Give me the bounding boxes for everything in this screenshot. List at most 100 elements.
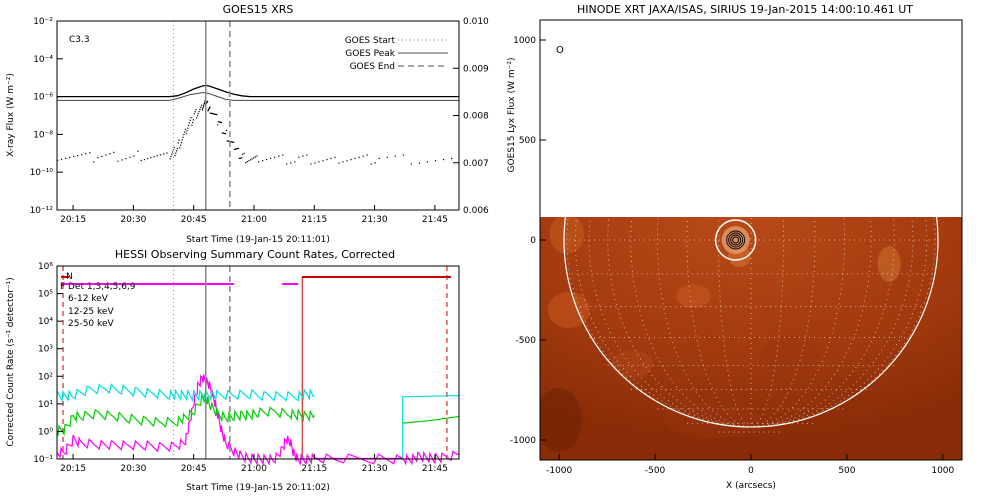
goes-dot-point [183,134,185,136]
hessi-y-tick-label: 10⁴ [38,317,53,327]
hessi-x-tick-label: 21:45 [422,464,448,474]
goes-dot-point [286,163,288,165]
hessi-legend: Det 1,3,4,5,6,9 6-12 keV 12-25 keV 25-50… [68,282,136,329]
goes-dot-point [248,160,250,162]
goes-dot-point [113,151,115,153]
hessi-flag-f: F [60,282,65,292]
legend-detectors: Det 1,3,4,5,6,9 [68,282,136,292]
xrt-y-axis: -1000 -500 0 500 1000 [510,36,546,446]
goes-dot-point [251,158,253,160]
goes-dot-point [342,161,344,163]
goes-dot-point [235,148,237,150]
hessi-x-tick-label: 21:30 [362,464,388,474]
xrt-texture-blob [825,376,888,424]
goes-dot-point [254,156,256,158]
goes-dot-point [182,136,184,138]
goes-dot-point [234,148,236,150]
goes-x-tick-label: 20:45 [181,215,207,225]
goes-x-tick-label: 21:30 [362,215,388,225]
goes-dot-point [245,161,247,164]
goes-dot-point [225,129,228,132]
goes-dot-point [228,140,230,142]
goes-dot-point [61,158,63,160]
goes-y2-axis: 0.006 0.007 0.008 0.009 0.010 [453,17,489,216]
goes-dot-point [223,132,225,134]
goes-dot-point [192,121,194,124]
goes-dot-point [174,154,176,157]
goes-dot-point [194,111,196,113]
goes-dot-point [187,127,189,129]
goes-dot-point [262,160,264,162]
goes-dot-point [218,121,220,123]
xrt-x-tick-label: 0 [748,466,754,476]
xrt-x-tick-label: 500 [838,466,855,476]
goes-dot-point [73,155,75,158]
goes-dot-point [386,156,388,158]
hessi-flag-n: N [66,272,73,282]
goes-dot-point [147,158,149,160]
xrt-texture-blob [549,217,585,254]
goes-dot-point [207,109,209,111]
goes-dot-point [354,157,356,160]
hessi-series-line [402,415,460,424]
goes-series-group [57,84,459,165]
hessi-x-tick-label: 21:15 [301,464,327,474]
hessi-plot-area [56,265,460,466]
goes-dot-point [150,157,152,159]
goes-dot-point [208,107,211,109]
legend-6-12kev: 6-12 keV [68,294,109,304]
goes-dot-point [378,157,380,160]
goes-x-tick-label: 21:15 [301,215,327,225]
goes-dot-point [197,113,199,115]
xrt-solar-limb [563,217,939,428]
goes-dot-point [322,160,324,162]
goes-dot-point [193,113,195,115]
goes-dot-point [186,130,188,132]
goes-dot-point [196,115,199,117]
goes-dot-point [225,133,227,135]
goes-dot-point [200,106,202,109]
goes-dot-point [240,157,242,159]
hessi-y-tick-label: 10⁻¹ [33,455,53,465]
goes-y2-tick-label: 0.007 [463,159,489,169]
goes-dot-point [212,113,214,115]
goes-dot-point [97,157,99,159]
xrt-texture-blob [610,350,654,378]
goes-dot-point [230,141,232,143]
goes-dot-point [418,162,420,164]
goes-dot-point [214,113,216,115]
xrt-texture-blob [877,246,901,282]
hessi-y-tick-label: 10⁶ [38,262,53,272]
xrt-texture-blob [664,402,761,438]
hessi-xlabel: Start Time (19-Jan-15 20:11:02) [186,483,330,493]
hessi-x-tick-label: 20:15 [60,464,86,474]
goes-dot-point [237,147,240,150]
goes-dot-point [81,154,83,156]
goes-dot-point [188,124,190,127]
goes-dot-point [243,152,245,154]
goes-dot-point [213,113,215,115]
goes-dot-point [253,157,255,159]
goes-dot-point [236,148,238,150]
goes-dot-point [203,104,205,106]
goes-xlabel: Start Time (19-Jan-15 20:11:01) [186,235,330,245]
goes-dot-point [226,140,228,142]
goes-dot-point [221,132,224,134]
goes-dot-point [206,100,209,102]
goes-dot-point [117,160,119,162]
goes-dot-point [163,153,165,155]
xrt-flare-contour [728,232,744,248]
goes-dot-point [227,140,229,142]
goes-dot-point [199,108,201,111]
goes-dot-point [306,154,308,156]
goes-dot-point [450,157,453,160]
goes-dot-point [237,148,239,150]
goes-dot-point [314,162,316,164]
goes-dot-point [159,154,162,156]
goes-dot-point [175,152,177,154]
hessi-panel: HESSI Observing Summary Count Rates, Cor… [6,248,460,493]
xrt-flare-glow [721,226,750,254]
goes-y2-tick-label: 0.009 [463,64,489,74]
goes-dot-point [143,158,146,161]
legend-end-label: GOES End [350,62,395,72]
